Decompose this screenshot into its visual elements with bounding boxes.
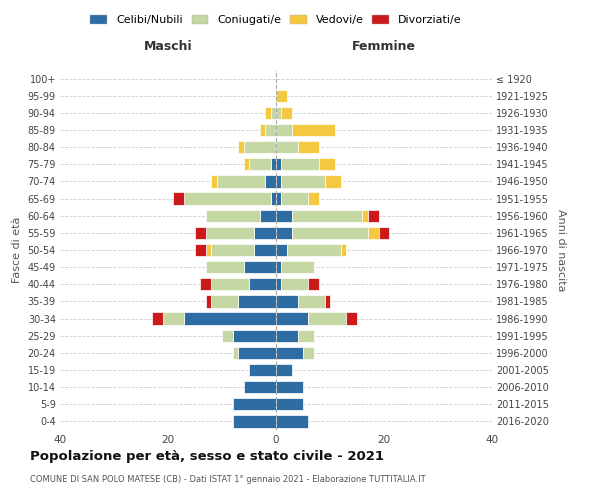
Bar [276, 381, 303, 394]
Bar [308, 312, 346, 324]
Bar [292, 210, 362, 222]
Bar [325, 296, 330, 308]
Bar [233, 398, 276, 410]
Bar [265, 106, 271, 119]
Bar [265, 124, 276, 136]
Bar [379, 226, 389, 239]
Bar [276, 226, 292, 239]
Y-axis label: Anni di nascita: Anni di nascita [556, 209, 566, 291]
Bar [206, 296, 211, 308]
Bar [368, 210, 379, 222]
Bar [276, 176, 281, 188]
Bar [238, 346, 276, 359]
Bar [211, 244, 254, 256]
Bar [206, 210, 260, 222]
Bar [254, 244, 276, 256]
Bar [281, 192, 308, 204]
Bar [276, 278, 281, 290]
Bar [233, 330, 276, 342]
Legend: Celibi/Nubili, Coniugati/e, Vedovi/e, Divorziati/e: Celibi/Nubili, Coniugati/e, Vedovi/e, Di… [86, 10, 466, 30]
Bar [287, 244, 341, 256]
Bar [238, 296, 276, 308]
Bar [244, 158, 249, 170]
Bar [308, 192, 319, 204]
Bar [276, 364, 292, 376]
Bar [281, 261, 314, 274]
Bar [292, 124, 335, 136]
Bar [163, 312, 184, 324]
Bar [276, 346, 303, 359]
Bar [281, 176, 325, 188]
Bar [206, 226, 254, 239]
Bar [249, 158, 271, 170]
Bar [362, 210, 368, 222]
Bar [222, 330, 233, 342]
Text: Popolazione per età, sesso e stato civile - 2021: Popolazione per età, sesso e stato civil… [30, 450, 384, 463]
Bar [233, 346, 238, 359]
Bar [184, 312, 276, 324]
Bar [211, 296, 238, 308]
Bar [346, 312, 357, 324]
Bar [276, 158, 281, 170]
Bar [281, 158, 319, 170]
Bar [249, 364, 276, 376]
Bar [254, 226, 276, 239]
Bar [206, 261, 244, 274]
Text: Femmine: Femmine [352, 40, 416, 52]
Bar [206, 244, 211, 256]
Bar [341, 244, 346, 256]
Bar [281, 278, 308, 290]
Bar [276, 416, 308, 428]
Bar [276, 106, 281, 119]
Bar [217, 176, 265, 188]
Bar [276, 210, 292, 222]
Bar [298, 296, 325, 308]
Bar [368, 226, 379, 239]
Bar [184, 192, 271, 204]
Bar [308, 278, 319, 290]
Bar [152, 312, 163, 324]
Bar [276, 192, 281, 204]
Bar [276, 296, 298, 308]
Bar [276, 244, 287, 256]
Bar [233, 416, 276, 428]
Bar [238, 141, 244, 154]
Bar [276, 398, 303, 410]
Bar [319, 158, 335, 170]
Bar [195, 226, 206, 239]
Bar [303, 346, 314, 359]
Bar [276, 330, 298, 342]
Bar [244, 261, 276, 274]
Bar [244, 141, 276, 154]
Bar [200, 278, 211, 290]
Bar [298, 330, 314, 342]
Bar [211, 278, 249, 290]
Bar [281, 106, 292, 119]
Y-axis label: Fasce di età: Fasce di età [12, 217, 22, 283]
Bar [276, 90, 287, 102]
Bar [292, 226, 368, 239]
Bar [298, 141, 319, 154]
Bar [276, 261, 281, 274]
Bar [271, 106, 276, 119]
Bar [195, 244, 206, 256]
Bar [271, 158, 276, 170]
Text: COMUNE DI SAN POLO MATESE (CB) - Dati ISTAT 1° gennaio 2021 - Elaborazione TUTTI: COMUNE DI SAN POLO MATESE (CB) - Dati IS… [30, 475, 425, 484]
Bar [211, 176, 217, 188]
Bar [325, 176, 341, 188]
Bar [249, 278, 276, 290]
Bar [260, 210, 276, 222]
Bar [276, 312, 308, 324]
Bar [173, 192, 184, 204]
Bar [260, 124, 265, 136]
Text: Maschi: Maschi [143, 40, 193, 52]
Bar [276, 141, 298, 154]
Bar [271, 192, 276, 204]
Bar [276, 124, 292, 136]
Bar [244, 381, 276, 394]
Bar [265, 176, 276, 188]
